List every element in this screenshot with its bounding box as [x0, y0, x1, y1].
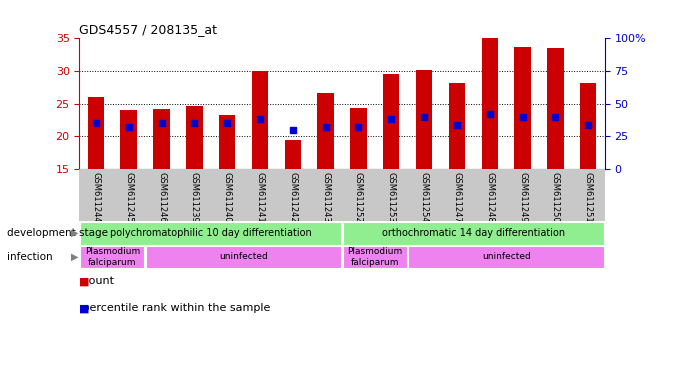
Bar	[252, 71, 268, 169]
Text: GSM611241: GSM611241	[256, 172, 265, 222]
Bar	[448, 83, 465, 169]
Text: GSM611254: GSM611254	[419, 172, 428, 222]
Point	[451, 122, 462, 128]
Point	[550, 114, 561, 120]
Point	[353, 124, 364, 130]
Text: ▶: ▶	[70, 252, 78, 262]
Text: GSM611248: GSM611248	[485, 172, 494, 222]
Bar	[80, 222, 341, 245]
Text: development stage: development stage	[7, 228, 108, 238]
Text: Plasmodium
falciparum: Plasmodium falciparum	[348, 247, 402, 266]
Point	[484, 111, 495, 117]
Text: percentile rank within the sample: percentile rank within the sample	[79, 303, 271, 313]
Bar	[482, 38, 498, 169]
Text: ■: ■	[79, 303, 90, 313]
Text: GSM611249: GSM611249	[518, 172, 527, 222]
Text: GSM611252: GSM611252	[354, 172, 363, 222]
Point	[91, 120, 102, 126]
Point	[320, 124, 331, 130]
Text: GSM611250: GSM611250	[551, 172, 560, 222]
Bar	[547, 48, 564, 169]
Text: uninfected: uninfected	[482, 252, 531, 262]
Text: GSM611244: GSM611244	[91, 172, 100, 222]
Point	[156, 120, 167, 126]
Text: count: count	[79, 276, 115, 286]
Bar	[514, 47, 531, 169]
Bar	[186, 106, 202, 169]
Bar	[317, 93, 334, 169]
Bar	[580, 83, 596, 169]
Point	[419, 114, 430, 120]
Text: GDS4557 / 208135_at: GDS4557 / 208135_at	[79, 23, 218, 36]
Text: GSM611240: GSM611240	[223, 172, 231, 222]
Point	[222, 120, 233, 126]
Text: ■: ■	[79, 276, 90, 286]
Point	[517, 114, 528, 120]
Text: uninfected: uninfected	[219, 252, 268, 262]
Text: GSM611243: GSM611243	[321, 172, 330, 222]
Point	[583, 122, 594, 128]
Text: polychromatophilic 10 day differentiation: polychromatophilic 10 day differentiatio…	[110, 228, 312, 238]
Text: GSM611246: GSM611246	[157, 172, 166, 222]
Text: Plasmodium
falciparum: Plasmodium falciparum	[85, 247, 140, 266]
Text: GSM611245: GSM611245	[124, 172, 133, 222]
Point	[189, 120, 200, 126]
Bar	[153, 109, 170, 169]
Text: GSM611251: GSM611251	[584, 172, 593, 222]
Bar	[350, 108, 367, 169]
Bar	[408, 245, 604, 268]
Bar	[120, 110, 137, 169]
Text: ▶: ▶	[70, 228, 78, 238]
Bar	[343, 245, 407, 268]
Bar	[416, 70, 433, 169]
Text: GSM611247: GSM611247	[453, 172, 462, 222]
Bar	[219, 115, 236, 169]
Text: GSM611253: GSM611253	[387, 172, 396, 222]
Point	[287, 127, 299, 133]
Point	[254, 116, 265, 122]
Point	[386, 116, 397, 122]
Text: orthochromatic 14 day differentiation: orthochromatic 14 day differentiation	[381, 228, 565, 238]
Point	[123, 124, 134, 130]
Bar	[80, 245, 144, 268]
Bar	[285, 140, 301, 169]
Bar	[88, 97, 104, 169]
Bar	[383, 74, 399, 169]
Bar	[146, 245, 341, 268]
Text: infection: infection	[7, 252, 53, 262]
Text: GSM611239: GSM611239	[190, 172, 199, 222]
Text: GSM611242: GSM611242	[288, 172, 297, 222]
Bar	[343, 222, 604, 245]
